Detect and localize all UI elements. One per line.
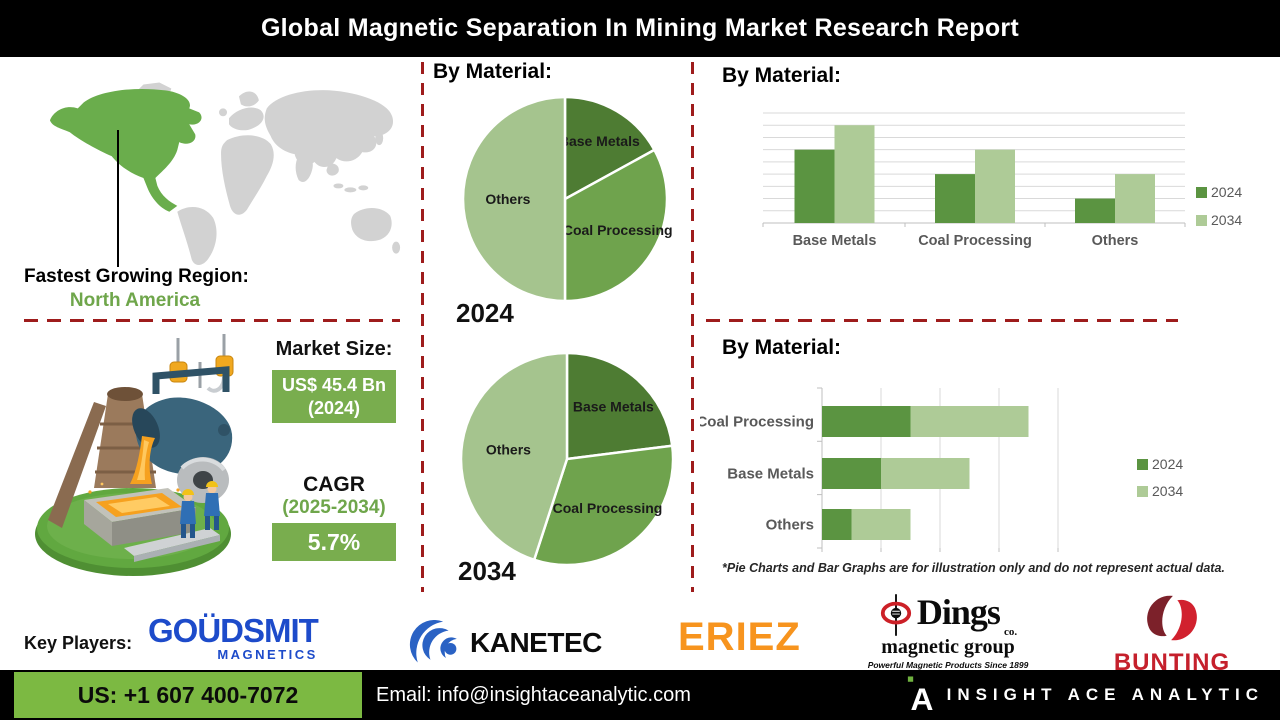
- pie-slice-label: Coal Processing: [563, 222, 673, 238]
- pie-chart-2024: Base Metals Coal Processing Others: [461, 95, 673, 303]
- hbar-others-2024: [822, 509, 852, 540]
- bar-section-header: By Material:: [722, 64, 842, 87]
- legend-swatch-2034: [1196, 215, 1207, 226]
- bunting-circle-icon: [1147, 595, 1197, 641]
- market-size-year: (2024): [307, 397, 361, 418]
- cagr-period: (2025-2034): [282, 497, 386, 518]
- pie-2024-year-label: 2024: [456, 298, 514, 328]
- logo-goudsmit: GOÜDSMIT MAGNETICS: [148, 612, 319, 662]
- dings-magnet-icon: [880, 594, 912, 636]
- map-australia: [351, 208, 392, 242]
- grouped-bar-chart: Base Metals Coal Processing Others 2024 2034: [762, 112, 1242, 249]
- bar-coal-processing-2024: [935, 174, 975, 223]
- legend-label: 2034: [1211, 212, 1242, 228]
- pie-slice-label: Base Metals: [573, 399, 654, 415]
- divider-middle-right: [691, 62, 694, 592]
- hbar-category-label: Others: [766, 517, 814, 534]
- dings-wordmark: Dings: [916, 592, 1001, 632]
- logo-dings: Dings co. magnetic group Powerful Magnet…: [854, 594, 1042, 670]
- pie-2034-year-label: 2034: [458, 556, 516, 586]
- hbar-category-label: Coal Processing: [700, 414, 814, 431]
- footer-phone: US: +1 607 400-7072: [14, 672, 362, 718]
- legend-label: 2024: [1211, 184, 1242, 200]
- cagr-value-box: 5.7%: [272, 523, 396, 561]
- map-africa: [221, 135, 274, 215]
- divider-left-horizontal: [24, 319, 400, 322]
- dings-co-suffix: co.: [1003, 626, 1018, 638]
- eriez-wordmark: ERIEZ: [678, 615, 801, 659]
- hbar-category-label: Base Metals: [727, 466, 814, 483]
- hbar-base-metals-2034: [881, 458, 970, 489]
- kanetec-swoosh-icon: [409, 620, 457, 663]
- bar-category-label: Coal Processing: [918, 233, 1032, 249]
- map-north-america-highlight: [49, 88, 202, 212]
- footer-brand-text: INSIGHT ACE ANALYTIC: [946, 685, 1264, 704]
- divider-right-horizontal: [706, 319, 1178, 322]
- pie-section-header: By Material:: [433, 60, 553, 83]
- bar-category-label: Base Metals: [793, 233, 877, 249]
- svg-text:A: A: [910, 681, 933, 714]
- hbar-coal-processing-2034: [910, 406, 1029, 437]
- goudsmit-subtext: MAGNETICS: [217, 647, 318, 662]
- foundry-illustration: [35, 334, 234, 576]
- insight-ace-a-icon: A: [907, 676, 933, 714]
- kanetec-wordmark: KANETEC: [470, 626, 602, 658]
- footer-brand-logo: A INSIGHT ACE ANALYTIC: [907, 670, 1264, 720]
- hbar-coal-processing-2024: [822, 406, 911, 437]
- map-pointer-line: [117, 130, 119, 267]
- disclaimer-note: *Pie Charts and Bar Graphs are for illus…: [722, 561, 1225, 575]
- pie-slice-label: Coal Processing: [553, 500, 663, 516]
- bar-coal-processing-2034: [975, 149, 1015, 223]
- divider-middle-left: [421, 62, 424, 592]
- footer-bar: US: +1 607 400-7072 Email: info@insighta…: [0, 670, 1280, 720]
- legend-swatch-2034: [1137, 486, 1148, 497]
- dings-subtext: magnetic group: [881, 636, 1015, 658]
- dings-tagline: Powerful Magnetic Products Since 1899: [867, 660, 1029, 670]
- goudsmit-wordmark: GOÜDSMIT: [148, 612, 319, 649]
- pie-slice-label: Base Metals: [559, 133, 640, 149]
- bar-others-2024: [1075, 198, 1115, 223]
- pie-slice-base-metals: [563, 95, 656, 201]
- hbar-section-header: By Material:: [722, 336, 842, 359]
- stacked-hbar-chart: Coal Processing Base Metals Others 2024 2034: [700, 387, 1183, 552]
- pie-slice-label: Others: [485, 191, 530, 207]
- logo-kanetec: KANETEC: [405, 620, 602, 665]
- map-asia: [264, 90, 394, 167]
- report-title: Global Magnetic Separation In Mining Mar…: [260, 14, 1020, 42]
- pie-chart-2034: Base Metals Coal Processing Others: [459, 351, 675, 567]
- cagr-label: CAGR: [303, 473, 365, 496]
- pie-slice-coal-processing: [532, 444, 675, 567]
- bar-base-metals-2034: [834, 125, 875, 223]
- bar-category-label: Others: [1092, 233, 1139, 249]
- legend-label: 2024: [1152, 456, 1183, 472]
- map-europe: [229, 107, 264, 131]
- market-size-label: Market Size:: [275, 338, 393, 360]
- map-south-america: [177, 207, 217, 266]
- market-size-value: US$ 45.4 Bn: [281, 374, 387, 395]
- worker-figure: [180, 489, 196, 538]
- legend-label: 2034: [1152, 483, 1183, 499]
- hbar-others-2034: [851, 509, 911, 540]
- bar-others-2034: [1115, 174, 1155, 223]
- pie-slice-coal-processing: [563, 148, 669, 303]
- key-players-label: Key Players:: [24, 633, 133, 653]
- logo-eriez: ERIEZ: [678, 615, 801, 660]
- fastest-region-value: North America: [69, 290, 201, 311]
- bar-base-metals-2024: [794, 149, 835, 223]
- footer-email: Email: info@insightaceanalytic.com: [376, 683, 691, 706]
- market-size-value-box: US$ 45.4 Bn (2024): [272, 370, 396, 423]
- pie-slice-label: Others: [486, 442, 531, 458]
- fastest-region-label: Fastest Growing Region:: [24, 266, 249, 287]
- pie-slice-others: [459, 351, 569, 562]
- legend-swatch-2024: [1137, 459, 1148, 470]
- world-map: [49, 82, 401, 266]
- legend-swatch-2024: [1196, 187, 1207, 198]
- worker-figure: [204, 481, 220, 530]
- pie-slice-base-metals: [565, 351, 674, 461]
- pie-slice-others: [461, 95, 567, 303]
- report-header: Global Magnetic Separation In Mining Mar…: [0, 0, 1280, 57]
- logo-bunting: BUNTING: [1098, 594, 1246, 677]
- hbar-base-metals-2024: [822, 458, 881, 489]
